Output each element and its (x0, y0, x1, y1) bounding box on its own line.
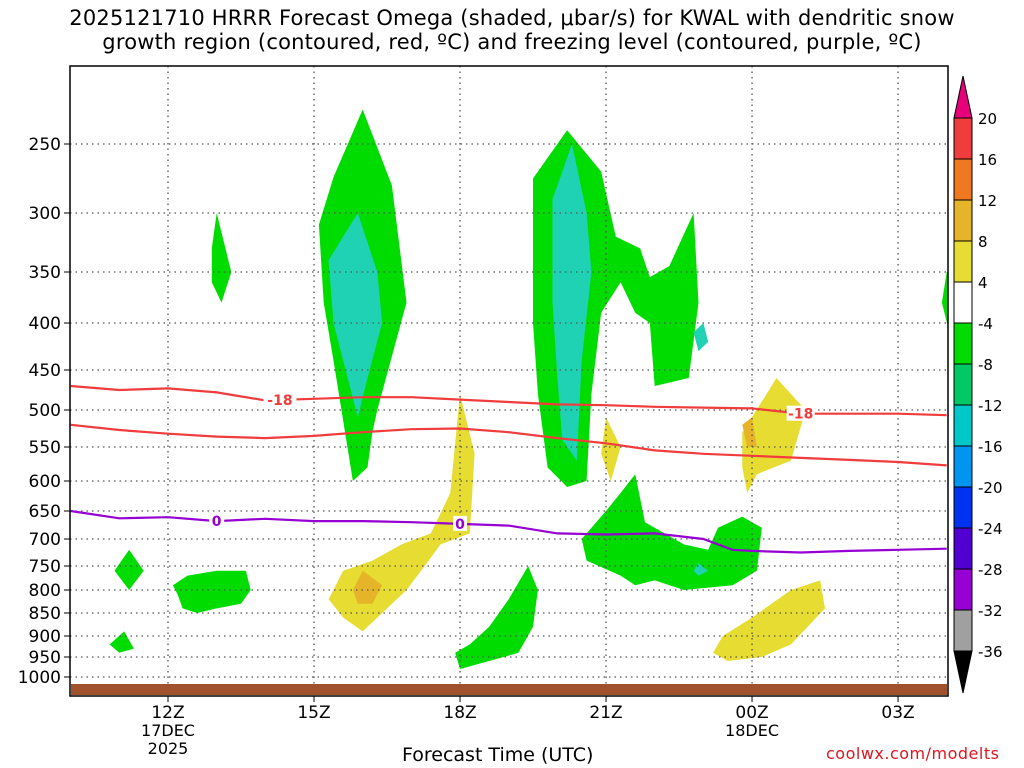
y-tick-label-350: 350 (29, 263, 61, 283)
contour-dgz-top (70, 384, 947, 417)
watermark-link[interactable]: coolwx.com/modelts (826, 744, 1000, 763)
contour-label-dgz-top: -18 (267, 393, 292, 409)
plot-frame (69, 65, 949, 697)
y-tick-label-850: 850 (29, 604, 61, 624)
contour-label-bg (209, 513, 225, 529)
colorbar-swatch-6 (953, 363, 973, 406)
colorbar-label-10: -24 (978, 520, 1003, 538)
colorbar-label-5: -4 (978, 315, 993, 333)
colorbar-label-7: -12 (978, 397, 1003, 415)
omega-region-3 (552, 144, 592, 461)
y-tick-label-600: 600 (29, 472, 61, 492)
y-tick-label-300: 300 (29, 204, 61, 224)
omega-region-10 (742, 417, 757, 447)
contour-label-bg (263, 391, 297, 407)
omega-region-1 (328, 213, 383, 418)
y-tick-label-700: 700 (29, 530, 61, 550)
colorbar-label-9: -20 (978, 479, 1003, 497)
colorbar-swatch-1 (953, 158, 973, 201)
x-tick-sublabel: 17DEC (141, 721, 195, 740)
gridlines (70, 66, 948, 696)
colorbar-label-13: -36 (978, 643, 1003, 661)
omega-region-11 (713, 580, 825, 661)
colorbar-swatch-7 (953, 404, 973, 447)
omega-shading (109, 109, 948, 669)
omega-region-12 (581, 474, 762, 590)
omega-region-7 (352, 570, 383, 604)
colorbar-swatch-10 (953, 527, 973, 570)
x-tick-label-15Z: 15Z (297, 703, 330, 723)
y-axis: 250 300 350 400 450 500 550 600 650 700 750 800 850 9… (18, 135, 70, 688)
colorbar: 20 16 12 8 4 -4 -8 -12 -16 -20 -24 -28 -32 -36 (953, 75, 1003, 694)
contour-label-bg (786, 405, 815, 421)
colorbar-swatch-0 (953, 117, 973, 160)
x-tick-sublabel: 2025 (148, 739, 189, 758)
omega-region-14 (172, 570, 251, 613)
colorbar-swatch-11 (953, 568, 973, 611)
omega-region-8 (601, 417, 621, 481)
colorbar-label-3: 8 (978, 233, 988, 251)
y-tick-label-250: 250 (29, 135, 61, 155)
y-tick-label-450: 450 (29, 361, 61, 381)
colorbar-swatch-8 (953, 445, 973, 488)
y-tick-label-750: 750 (29, 557, 61, 577)
x-tick-sublabel: 18DEC (725, 721, 779, 740)
colorbar-swatch-5 (953, 322, 973, 365)
omega-region-5 (693, 323, 709, 352)
omega-region-18 (941, 272, 948, 328)
colorbar-label-1: 16 (978, 151, 997, 169)
x-tick-label-03Z: 03Z (881, 703, 914, 723)
contour-label-dgz-top-2: -18 (788, 407, 813, 423)
contour-label-freezing-level-2: 0 (455, 517, 465, 533)
colorbar-label-12: -32 (978, 602, 1003, 620)
colorbar-top-arrow (953, 75, 973, 119)
contour-freezing-level (70, 509, 947, 554)
y-tick-label-900: 900 (29, 627, 61, 647)
colorbar-bottom-arrow (953, 650, 973, 694)
terrain-bar (71, 684, 947, 695)
omega-region-6 (328, 394, 475, 632)
colorbar-swatch-3 (953, 240, 973, 283)
colorbar-swatch-4 (953, 281, 973, 324)
contour-dgz-bottom (70, 423, 947, 467)
y-tick-label-400: 400 (29, 314, 61, 334)
y-tick-label-800: 800 (29, 581, 61, 601)
x-tick-label-18Z: 18Z (443, 703, 476, 723)
colorbar-label-6: -8 (978, 356, 993, 374)
colorbar-swatch-2 (953, 199, 973, 242)
y-tick-label-1000: 1000 (18, 668, 61, 688)
x-axis-title: Forecast Time (UTC) (402, 744, 594, 766)
chart-title-line-2: growth region (contoured, red, ºC) and f… (102, 30, 922, 54)
y-tick-label-550: 550 (29, 438, 61, 458)
contour-lines: -18 0 -18 0 (70, 384, 947, 554)
x-tick-label-12Z: 12Z (151, 703, 184, 723)
y-tick-label-950: 950 (29, 648, 61, 668)
y-tick-label-650: 650 (29, 502, 61, 522)
chart-title-line-1: 2025121710 HRRR Forecast Omega (shaded, … (69, 6, 955, 30)
colorbar-label-8: -16 (978, 438, 1003, 456)
y-tick-label-500: 500 (29, 401, 61, 421)
colorbar-swatch-12 (953, 609, 973, 652)
colorbar-swatch-9 (953, 486, 973, 529)
omega-region-15 (455, 566, 538, 669)
colorbar-label-4: 4 (978, 274, 988, 292)
contour-label-bg (453, 515, 468, 531)
chart-title: 2025121710 HRRR Forecast Omega (shaded, … (0, 6, 1024, 54)
terrain-fill (71, 684, 947, 695)
omega-region-17 (109, 631, 134, 653)
x-tick-label-00Z: 00Z (735, 703, 768, 723)
omega-region-16 (114, 549, 144, 590)
colorbar-label-2: 12 (978, 192, 997, 210)
colorbar-label-11: -28 (978, 561, 1003, 579)
colorbar-label-0: 20 (978, 110, 997, 128)
x-tick-label-21Z: 21Z (589, 703, 622, 723)
omega-region-4 (211, 213, 232, 303)
contour-label-freezing-level: 0 (212, 514, 222, 530)
